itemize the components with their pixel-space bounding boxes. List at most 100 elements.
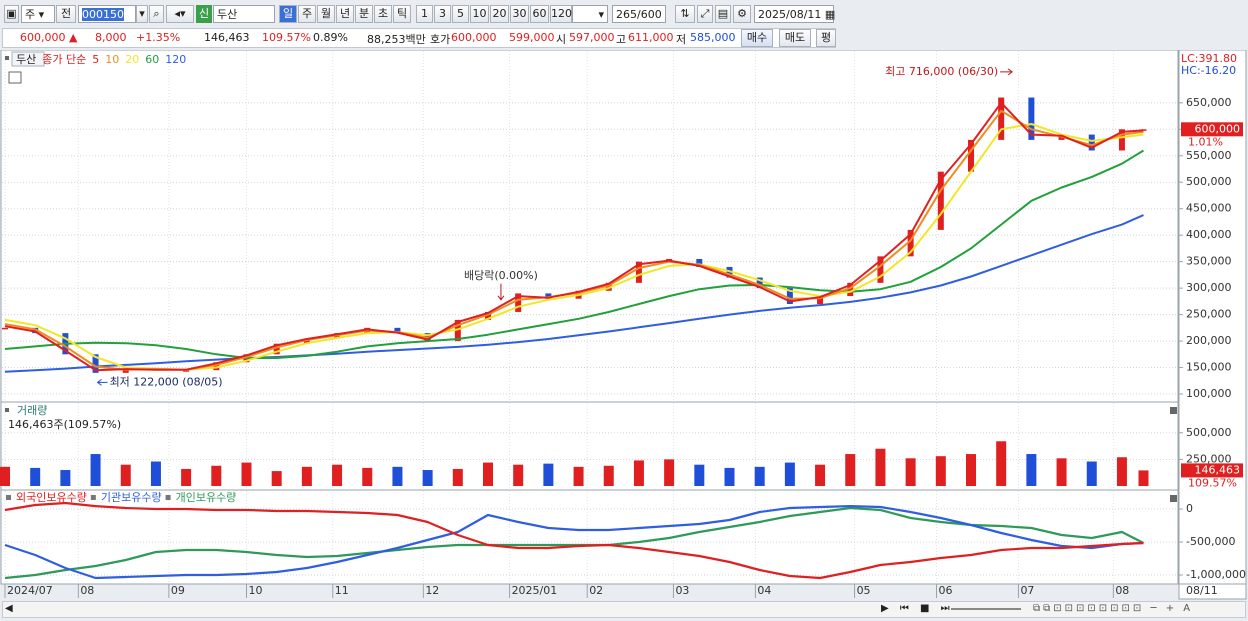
- volume-bar: [422, 470, 433, 486]
- volume-bar: [241, 462, 252, 486]
- low: 585,000: [690, 31, 736, 44]
- toolbar-button[interactable]: 년: [336, 5, 354, 23]
- settings-icon[interactable]: ⚙: [733, 5, 751, 23]
- blank-select[interactable]: ▾: [572, 5, 608, 23]
- candle: [847, 282, 854, 297]
- toolbar-button[interactable]: 초: [374, 5, 392, 23]
- candle: [756, 277, 763, 289]
- volume-bar: [452, 468, 463, 486]
- volume-bar: [573, 466, 584, 486]
- volume-bar: [784, 462, 795, 486]
- volume-bar: [754, 466, 765, 486]
- search-button[interactable]: ⌕: [149, 5, 164, 23]
- toolbar-button[interactable]: 분: [355, 5, 373, 23]
- y-tick-label: 400,000: [1186, 228, 1232, 241]
- scroll-left[interactable]: ◀: [5, 603, 13, 614]
- current-label: 600,000: [1195, 122, 1241, 135]
- y-tick-label: 500,000: [1186, 175, 1232, 188]
- name-input[interactable]: 두산: [213, 5, 275, 23]
- sound-button[interactable]: ◂▾: [166, 5, 194, 23]
- toolbar-button[interactable]: 일: [279, 5, 297, 23]
- toolbar-button[interactable]: 틱: [393, 5, 411, 23]
- volume-bar: [875, 448, 886, 486]
- x-tick-label: 07: [1020, 584, 1034, 597]
- toolbar-button[interactable]: 60: [530, 5, 549, 23]
- code-input[interactable]: 000150: [78, 5, 136, 23]
- x-tick-label: 02: [589, 584, 603, 597]
- hc-label: HC:-16.20: [1181, 64, 1236, 77]
- code-dropdown[interactable]: ▾: [136, 5, 148, 23]
- candle: [273, 343, 280, 355]
- legend-entry: 기관보유수량: [101, 491, 162, 504]
- annotation-arrow: [1000, 68, 1013, 76]
- high-label: 고: [616, 33, 627, 46]
- view-icons[interactable]: ⧉⧉⊡⊡⊡⊡⊡⊡⊡⊡ ─ + A: [1033, 603, 1194, 614]
- candle: [726, 266, 733, 278]
- prev-button[interactable]: 전: [56, 5, 76, 23]
- toolbar-button[interactable]: 5: [452, 5, 469, 23]
- x-tick-label: 09: [171, 584, 185, 597]
- volume-bar: [996, 441, 1007, 486]
- volume-bar: [392, 466, 403, 486]
- count-box[interactable]: 265/600: [612, 5, 666, 23]
- toolbar-button[interactable]: 1: [416, 5, 433, 23]
- amount: 88,253백만: [367, 33, 426, 46]
- high: 611,000: [628, 31, 674, 44]
- save-icon[interactable]: ▤: [715, 5, 731, 23]
- y-tick-label: 550,000: [1186, 149, 1232, 162]
- market-select[interactable]: 주 ▾: [21, 5, 55, 23]
- toolbar-button[interactable]: 30: [510, 5, 529, 23]
- legend-swatch: [165, 495, 171, 500]
- annotation: 배당락(0.00%): [464, 269, 538, 282]
- y-tick-label: 350,000: [1186, 255, 1232, 268]
- volume-bar: [332, 464, 343, 486]
- x-tick-label: 06: [939, 584, 953, 597]
- sell-button[interactable]: 매도: [779, 29, 811, 47]
- candle: [2, 327, 8, 330]
- volume-bar: [120, 464, 131, 486]
- candle: [183, 370, 190, 372]
- toolbar-button[interactable]: 10: [470, 5, 489, 23]
- legend-icon: [5, 408, 9, 412]
- legend-entry: 10: [105, 53, 119, 66]
- x-tick-label: 10: [249, 584, 263, 597]
- date-input[interactable]: 2025/08/11 ▦: [754, 5, 835, 23]
- toolbar-button[interactable]: 월: [317, 5, 335, 23]
- scroll-controls[interactable]: ▶ ⏮ ■ ⏭: [881, 603, 954, 614]
- buy-button[interactable]: 매수: [741, 29, 773, 47]
- legend-swatch: [6, 495, 11, 500]
- scrollbar[interactable]: ◀ ▶ ⏮ ■ ⏭ ⧉⧉⊡⊡⊡⊡⊡⊡⊡⊡ ─ + A: [2, 601, 1246, 618]
- volume-ratio: 109.57%: [262, 31, 311, 44]
- y-tick-label: 250,000: [1186, 308, 1232, 321]
- candle: [213, 362, 220, 371]
- toolbar-button[interactable]: 3: [434, 5, 451, 23]
- zoom-slider[interactable]: [951, 608, 1021, 610]
- legend-icon: [5, 56, 9, 60]
- x-end-label: 08/11: [1186, 584, 1218, 597]
- toolbar-button[interactable]: 120: [550, 5, 572, 23]
- legend-entry: 외국인보유수량: [16, 491, 87, 504]
- y-tick-label: 500,000: [1186, 426, 1232, 439]
- price: 600,000 ▲: [20, 31, 78, 44]
- toolbar-button[interactable]: 주: [298, 5, 316, 23]
- tool-icon[interactable]: ⤢: [697, 5, 713, 23]
- count-max: /600: [637, 8, 662, 21]
- series-line: [4, 101, 1144, 372]
- volume-bar: [815, 464, 826, 486]
- legend-swatch: [90, 495, 96, 500]
- y-tick-label: -1,000,000: [1186, 568, 1246, 581]
- volume-bar: [60, 470, 71, 486]
- volume: 146,463: [204, 31, 250, 44]
- menu-icon[interactable]: ▣: [4, 5, 19, 23]
- candle: [92, 354, 99, 373]
- current-box: [1181, 463, 1243, 478]
- toolbar-button[interactable]: 20: [490, 5, 509, 23]
- candle: [998, 97, 1005, 140]
- volume-bar: [935, 456, 946, 486]
- annotation: 최저 122,000 (08/05): [110, 375, 223, 388]
- ask: 600,000: [451, 31, 497, 44]
- x-tick-label: 12: [425, 584, 439, 597]
- tool-icon[interactable]: ⇅: [675, 5, 695, 23]
- eval-button[interactable]: 평: [816, 29, 836, 47]
